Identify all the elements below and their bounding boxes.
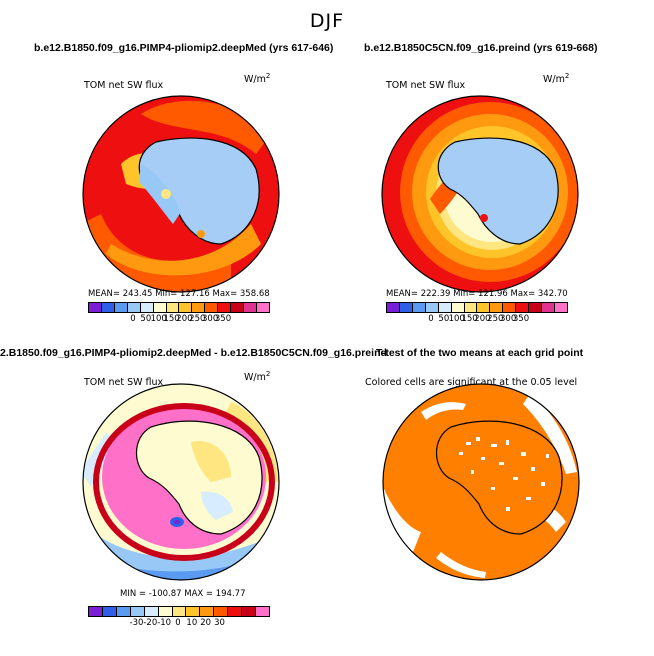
colorbar-3-tick-label: 30 xyxy=(214,618,225,628)
colorbar-1-swatch-2 xyxy=(114,303,128,312)
panel-3-colorbar xyxy=(88,606,270,617)
colorbar-2-tick-label: 350 xyxy=(512,314,530,324)
panel-3-title: 2.B1850.f09_g16.PIMP4-pliomip2.deepMed -… xyxy=(0,347,387,359)
colorbar-2-tick-label: 50 xyxy=(438,314,450,324)
panel-2-units: W/m2 xyxy=(543,72,570,86)
colorbar-3-tick-label: -10 xyxy=(157,618,172,628)
colorbar-1-swatch-9 xyxy=(205,303,219,312)
colorbar-3-tick-label: -20 xyxy=(143,618,158,628)
colorbar-1-tick-label: 250 xyxy=(189,314,206,324)
colorbar-3-tick-label: 0 xyxy=(175,618,181,628)
colorbar-2-swatch-0 xyxy=(387,303,400,312)
colorbar-3-swatch-8 xyxy=(200,607,215,616)
colorbar-2-swatch-10 xyxy=(516,303,530,312)
colorbar-3-swatch-1 xyxy=(102,607,117,616)
colorbar-1-swatch-10 xyxy=(218,303,232,312)
panel-1-colorbar-ticks: 0 50 100 150 200 250 300 350 xyxy=(88,314,268,326)
colorbar-2-swatch-7 xyxy=(477,303,491,312)
colorbar-1-swatch-1 xyxy=(101,303,115,312)
colorbar-3-swatch-11 xyxy=(242,607,257,616)
panel-3-units: W/m2 xyxy=(244,370,271,384)
colorbar-1-swatch-5 xyxy=(153,303,167,312)
panel-3-stats: MIN = -100.87 MAX = 194.77 xyxy=(120,589,246,599)
colorbar-1-swatch-12 xyxy=(244,303,257,312)
colorbar-1-swatch-11 xyxy=(231,303,245,312)
colorbar-2-swatch-12 xyxy=(542,303,555,312)
panel-3-polar-map xyxy=(82,383,280,581)
colorbar-2-swatch-6 xyxy=(464,303,478,312)
colorbar-2-swatch-5 xyxy=(451,303,465,312)
colorbar-3-swatch-7 xyxy=(186,607,201,616)
colorbar-2-swatch-9 xyxy=(503,303,517,312)
panel-3-variable-label: TOM net SW flux xyxy=(84,377,164,388)
colorbar-3-swatch-6 xyxy=(172,607,187,616)
colorbar-2-swatch-4 xyxy=(438,303,452,312)
panel-1-stats: MEAN= 243.45 Min= 127.16 Max= 358.68 xyxy=(88,289,270,299)
panel-4-note: Colored cells are significant at the 0.0… xyxy=(365,377,578,388)
colorbar-1-tick-label: 0 xyxy=(130,314,136,324)
colorbar-1-tick-label: 300 xyxy=(202,314,219,324)
colorbar-1-swatch-6 xyxy=(166,303,180,312)
colorbar-2-tick-label: 200 xyxy=(474,314,491,324)
colorbar-3-tick-label: 20 xyxy=(200,618,212,628)
panel-2-colorbar xyxy=(386,302,568,313)
colorbar-2-swatch-2 xyxy=(412,303,426,312)
colorbar-3-tick-label: -30 xyxy=(129,618,144,628)
panel-4-polar-map xyxy=(382,383,580,581)
colorbar-1-swatch-7 xyxy=(179,303,193,312)
colorbar-2-swatch-8 xyxy=(490,303,504,312)
panel-2-variable-label: TOM net SW flux xyxy=(386,80,466,91)
colorbar-2-swatch-13 xyxy=(554,303,567,312)
panel-2-stats: MEAN= 222.39 Min= 121.96 Max= 342.70 xyxy=(386,289,568,299)
panel-1-units: W/m2 xyxy=(244,72,271,86)
figure-title: DJF xyxy=(309,10,345,32)
colorbar-1-swatch-8 xyxy=(192,303,206,312)
colorbar-2-tick-label: 250 xyxy=(487,314,504,324)
colorbar-2-tick-label: 100 xyxy=(448,314,465,324)
colorbar-3-swatch-2 xyxy=(116,607,131,616)
panel-1-title: b.e12.B1850.f09_g16.PIMP4-pliomip2.deepM… xyxy=(34,42,334,54)
colorbar-3-swatch-9 xyxy=(214,607,229,616)
panel-4-title: T-test of the two means at each grid poi… xyxy=(376,347,584,359)
colorbar-3-swatch-3 xyxy=(130,607,145,616)
colorbar-1-tick-label: 150 xyxy=(163,314,180,324)
colorbar-1-swatch-13 xyxy=(256,303,269,312)
colorbar-1-swatch-3 xyxy=(127,303,141,312)
colorbar-2-swatch-1 xyxy=(399,303,413,312)
colorbar-3-swatch-12 xyxy=(256,607,269,616)
colorbar-1-swatch-0 xyxy=(89,303,102,312)
panel-2-polar-map xyxy=(381,95,579,293)
colorbar-1-swatch-4 xyxy=(140,303,154,312)
colorbar-2-swatch-11 xyxy=(529,303,543,312)
colorbar-2-swatch-3 xyxy=(425,303,439,312)
colorbar-2-tick-label: 150 xyxy=(461,314,478,324)
colorbar-1-tick-label: 100 xyxy=(150,314,167,324)
colorbar-1-tick-label: 200 xyxy=(176,314,193,324)
panel-2-title: b.e12.B1850C5CN.f09_g16.preind (yrs 619-… xyxy=(364,42,598,54)
colorbar-1-tick-label: 50 xyxy=(140,314,152,324)
colorbar-2-tick-label: 300 xyxy=(500,314,517,324)
panel-1-variable-label: TOM net SW flux xyxy=(84,80,164,91)
panel-2-colorbar-ticks: 0 50 100 150 200 250 300 350 xyxy=(386,314,566,326)
colorbar-3-swatch-0 xyxy=(89,607,103,616)
colorbar-3-swatch-10 xyxy=(228,607,243,616)
panel-1-colorbar xyxy=(88,302,270,313)
colorbar-2-tick-label: 0 xyxy=(428,314,434,324)
colorbar-3-swatch-4 xyxy=(144,607,159,616)
colorbar-1-tick-label: 350 xyxy=(214,314,232,324)
colorbar-3-swatch-5 xyxy=(158,607,173,616)
panel-3-colorbar-ticks: -30 -20 -10 0 10 20 30 xyxy=(88,618,268,630)
panel-1-polar-map xyxy=(82,95,280,293)
colorbar-3-tick-label: 10 xyxy=(186,618,198,628)
